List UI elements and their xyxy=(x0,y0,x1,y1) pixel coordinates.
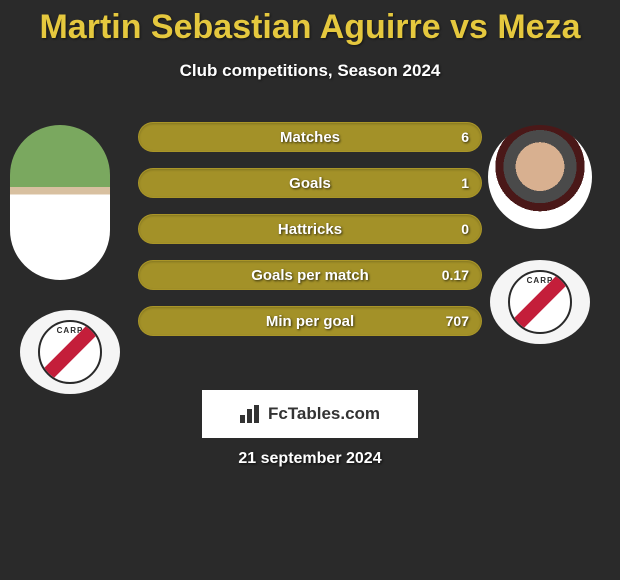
stat-row: Min per goal 707 xyxy=(138,306,482,336)
chart-icon xyxy=(240,405,262,423)
stat-right-value: 6 xyxy=(461,129,469,145)
date-text: 21 september 2024 xyxy=(0,450,620,468)
page-title: Martin Sebastian Aguirre vs Meza xyxy=(0,0,620,47)
stat-right-value: 0.17 xyxy=(442,267,469,283)
stats-container: Matches 6 Goals 1 Hattricks 0 Goals per … xyxy=(138,122,482,352)
player-right-avatar xyxy=(488,125,592,229)
stat-label: Hattricks xyxy=(139,221,481,238)
stat-row: Matches 6 xyxy=(138,122,482,152)
brand-text: FcTables.com xyxy=(268,404,380,424)
stat-label: Min per goal xyxy=(139,313,481,330)
stat-label: Goals xyxy=(139,175,481,192)
stat-right-value: 1 xyxy=(461,175,469,191)
brand-box[interactable]: FcTables.com xyxy=(202,390,418,438)
stat-label: Matches xyxy=(139,129,481,146)
club-badge-left: CARP xyxy=(20,310,120,394)
stat-label: Goals per match xyxy=(139,267,481,284)
stat-right-value: 0 xyxy=(461,221,469,237)
stat-row: Hattricks 0 xyxy=(138,214,482,244)
subtitle: Club competitions, Season 2024 xyxy=(0,61,620,81)
stat-right-value: 707 xyxy=(446,313,469,329)
player-left-avatar xyxy=(10,125,110,280)
stat-row: Goals per match 0.17 xyxy=(138,260,482,290)
club-badge-right: CARP xyxy=(490,260,590,344)
stat-row: Goals 1 xyxy=(138,168,482,198)
